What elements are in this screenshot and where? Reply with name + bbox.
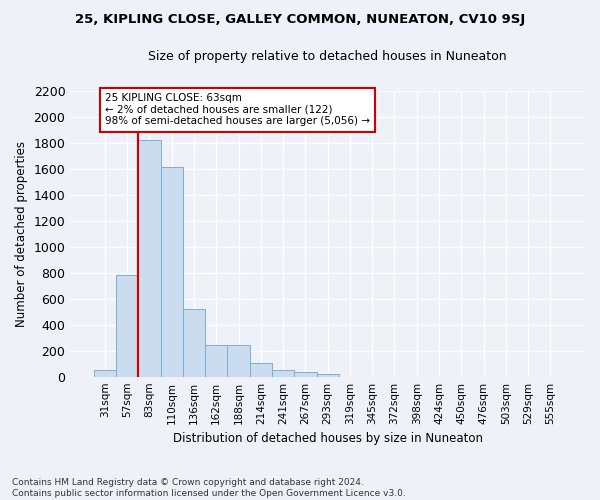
Text: 25 KIPLING CLOSE: 63sqm
← 2% of detached houses are smaller (122)
98% of semi-de: 25 KIPLING CLOSE: 63sqm ← 2% of detached… [105, 93, 370, 126]
Bar [205, 346, 227, 376]
Bar [138, 140, 161, 376]
Bar [94, 370, 116, 376]
Text: 25, KIPLING CLOSE, GALLEY COMMON, NUNEATON, CV10 9SJ: 25, KIPLING CLOSE, GALLEY COMMON, NUNEAT… [75, 12, 525, 26]
Bar [250, 363, 272, 376]
Bar [183, 309, 205, 376]
Y-axis label: Number of detached properties: Number of detached properties [15, 140, 28, 326]
Bar [116, 275, 138, 376]
Text: Contains HM Land Registry data © Crown copyright and database right 2024.
Contai: Contains HM Land Registry data © Crown c… [12, 478, 406, 498]
Bar [317, 374, 339, 376]
Bar [272, 370, 294, 376]
Bar [227, 346, 250, 376]
Title: Size of property relative to detached houses in Nuneaton: Size of property relative to detached ho… [148, 50, 507, 63]
Bar [294, 372, 317, 376]
X-axis label: Distribution of detached houses by size in Nuneaton: Distribution of detached houses by size … [173, 432, 482, 445]
Bar [161, 168, 183, 376]
